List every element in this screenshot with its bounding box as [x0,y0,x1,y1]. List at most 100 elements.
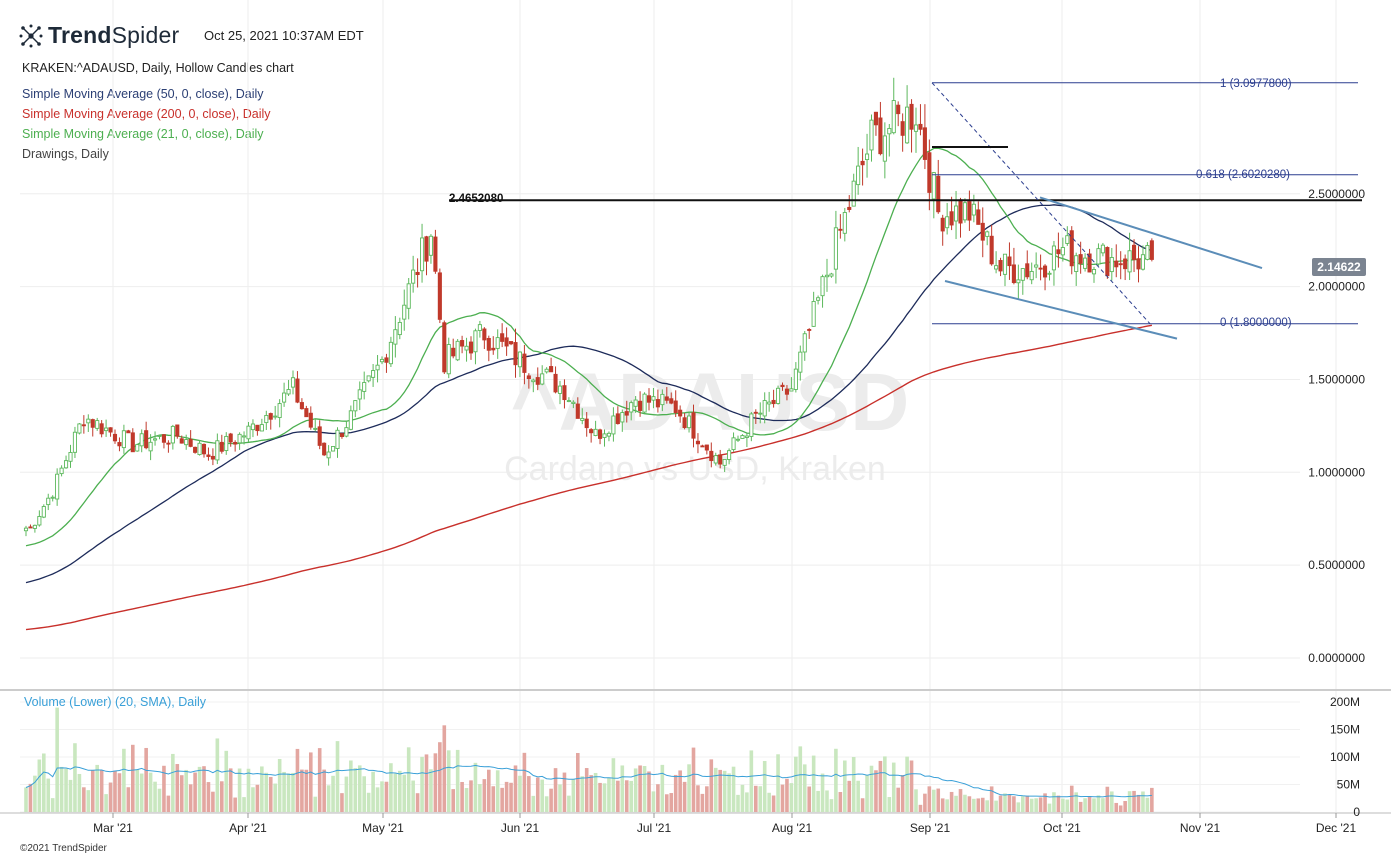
volume-bar [611,758,616,812]
volume-bar [242,797,246,812]
candle-body [1065,235,1070,244]
candle-body [967,201,972,221]
candle-body [918,123,923,130]
candle-body [451,347,456,357]
drawings-legend[interactable]: Drawings, Daily [22,147,109,161]
volume-bar [460,781,464,812]
candle-body [802,333,807,353]
candle-body [99,423,104,435]
volume-bar [495,770,500,812]
candle-body [584,418,589,429]
volume-bar [37,759,42,812]
volume-bar [59,766,64,812]
date-tick-label: Apr '21 [229,821,267,835]
volume-bar [687,764,691,812]
volume-legend[interactable]: Volume (Lower) (20, SMA), Daily [24,695,207,709]
volume-bar [963,794,967,812]
volume-bar [171,753,175,812]
candle-body [762,400,767,417]
candle-body [1145,245,1150,260]
volume-bar [295,748,300,812]
candle-body [290,377,296,388]
last-price-badge: 2.14622 [1312,258,1366,276]
candle-body [695,440,700,445]
candle-body [411,269,416,284]
candle-body [735,438,741,441]
volume-bar [175,764,180,812]
volume-bar [900,775,905,812]
candle-body [811,301,816,327]
symbol-legend[interactable]: KRAKEN:^ADAUSD, Daily, Hollow Candles ch… [22,61,294,75]
volume-bar [794,756,798,812]
candle-body [188,438,193,447]
date-tick-label: Jul '21 [637,821,672,835]
volume-bar [518,775,522,812]
candle-body [994,265,999,270]
sma200-legend[interactable]: Simple Moving Average (200, 0, close), D… [22,107,271,121]
candle-body [371,370,376,378]
candle-body [282,392,287,403]
volume-bar [46,778,51,812]
candle-body [206,454,211,457]
volume-bar [736,794,740,812]
volume-bar [700,793,705,812]
volume-bar [68,779,73,812]
volume-bar [1087,796,1092,812]
candle-body [878,117,883,155]
volume-bar [1150,787,1154,812]
volume-bar [184,769,188,812]
candle-body [976,209,981,225]
sma200-line [25,324,1153,631]
candle-body [571,401,576,404]
chart-timestamp: Oct 25, 2021 10:37AM EDT [204,28,364,43]
candle-body [55,473,60,500]
volume-bar [789,783,794,812]
candle-body [709,450,714,462]
drawings[interactable] [449,82,1362,340]
candle-body [152,438,158,441]
candle-body [1069,230,1074,267]
volume-bar [224,750,229,812]
candle-body [1011,264,1016,284]
candle-body [455,340,460,361]
candle-body [753,411,758,414]
candle-body [219,441,224,452]
volume-bar [402,774,407,812]
volume-bar [936,788,941,812]
volume-bar [580,776,585,812]
candle-body [691,412,696,439]
candle-body [749,413,754,437]
date-tick-label: Oct '21 [1043,821,1081,835]
candle-body [473,330,478,353]
volume-bar [798,746,803,812]
candle-body [148,441,153,452]
candle-body [949,211,954,226]
volume-bar [442,725,447,812]
candle-body [144,430,149,449]
volume-bar [940,798,945,812]
candle-body [526,375,531,380]
sma50-legend[interactable]: Simple Moving Average (50, 0, close), Da… [22,87,264,101]
fib-label-top: 1 (3.0977800) [1220,78,1292,90]
candle-body [353,400,358,412]
candle-body [1078,254,1083,264]
candle-body [331,446,336,452]
sma21-legend[interactable]: Simple Moving Average (21, 0, close), Da… [22,127,264,141]
volume-bar [918,804,923,812]
candle-body [86,418,91,424]
volume-bar [696,785,700,812]
volume-bar [865,774,869,812]
candle-body [638,400,643,411]
candle-body [1118,263,1123,266]
candle-body [624,411,629,416]
candle-body [193,446,198,453]
date-tick-label: Mar '21 [93,821,133,835]
volume-bar [802,764,807,812]
candle-body [464,345,469,351]
candle-body [420,237,425,272]
volume-bar [558,784,562,812]
candle-body [393,329,398,345]
volume-bar [1110,791,1114,812]
candle-body [611,415,616,435]
